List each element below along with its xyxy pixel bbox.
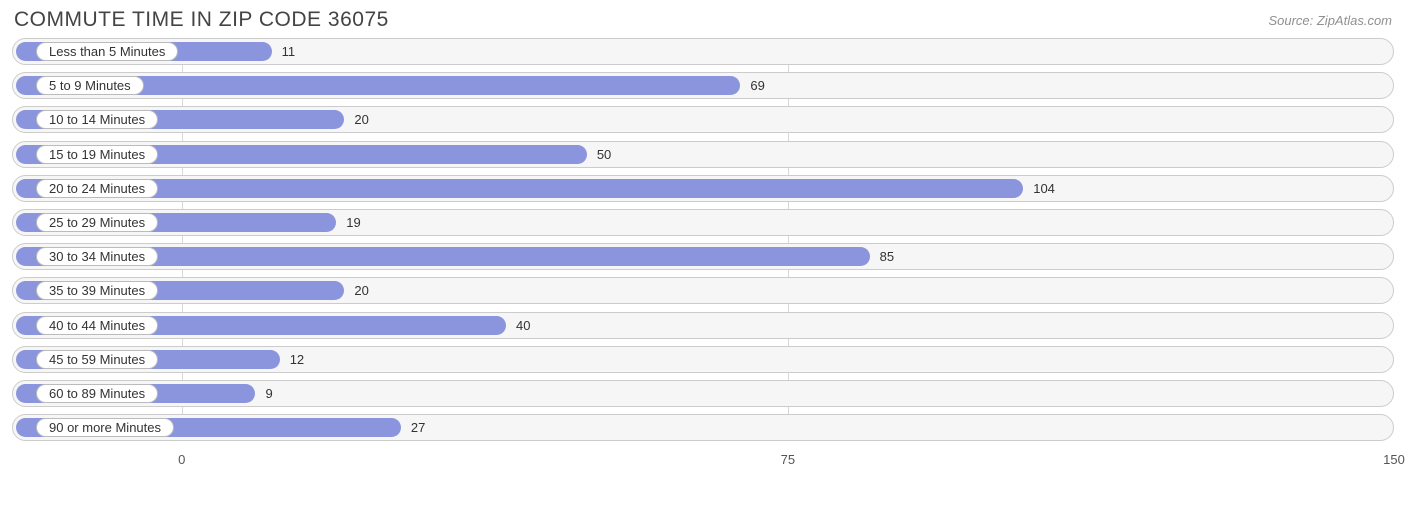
chart-source: Source: ZipAtlas.com (1268, 13, 1392, 28)
category-pill: 5 to 9 Minutes (36, 76, 144, 95)
category-pill: 10 to 14 Minutes (36, 110, 158, 129)
x-axis: 075150 (12, 448, 1394, 472)
x-tick: 75 (781, 452, 795, 467)
bar-row: 90 or more Minutes 27 (12, 414, 1394, 441)
bar-row: 30 to 34 Minutes 85 (12, 243, 1394, 270)
bar-row: 10 to 14 Minutes 20 (12, 106, 1394, 133)
category-pill: 35 to 39 Minutes (36, 281, 158, 300)
x-tick: 150 (1383, 452, 1405, 467)
value-label: 85 (880, 244, 894, 269)
category-pill: 20 to 24 Minutes (36, 179, 158, 198)
category-pill: 60 to 89 Minutes (36, 384, 158, 403)
category-pill: 25 to 29 Minutes (36, 213, 158, 232)
bar-row: 40 to 44 Minutes 40 (12, 312, 1394, 339)
bar-row: 20 to 24 Minutes 104 (12, 175, 1394, 202)
category-pill: 15 to 19 Minutes (36, 145, 158, 164)
value-label: 20 (354, 107, 368, 132)
category-pill: 30 to 34 Minutes (36, 247, 158, 266)
category-pill: 40 to 44 Minutes (36, 316, 158, 335)
bar-row: 35 to 39 Minutes 20 (12, 277, 1394, 304)
bar (16, 179, 1023, 198)
value-label: 11 (282, 39, 296, 64)
value-label: 104 (1033, 176, 1055, 201)
bar-row: Less than 5 Minutes 11 (12, 38, 1394, 65)
bar-row: 25 to 29 Minutes 19 (12, 209, 1394, 236)
value-label: 27 (411, 415, 425, 440)
value-label: 12 (290, 347, 304, 372)
chart-container: COMMUTE TIME IN ZIP CODE 36075 Source: Z… (0, 0, 1406, 523)
value-label: 20 (354, 278, 368, 303)
category-pill: 90 or more Minutes (36, 418, 174, 437)
bar-row: 60 to 89 Minutes 9 (12, 380, 1394, 407)
value-label: 50 (597, 142, 611, 167)
value-label: 69 (750, 73, 764, 98)
chart-title: COMMUTE TIME IN ZIP CODE 36075 (14, 8, 389, 32)
bar-row: 15 to 19 Minutes 50 (12, 141, 1394, 168)
chart-area: Less than 5 Minutes 11 5 to 9 Minutes 69 10 … (12, 38, 1394, 441)
value-label: 40 (516, 313, 530, 338)
x-tick: 0 (178, 452, 185, 467)
category-pill: 45 to 59 Minutes (36, 350, 158, 369)
bar-row: 5 to 9 Minutes 69 (12, 72, 1394, 99)
category-pill: Less than 5 Minutes (36, 42, 178, 61)
value-label: 9 (265, 381, 272, 406)
value-label: 19 (346, 210, 360, 235)
chart-header: COMMUTE TIME IN ZIP CODE 36075 Source: Z… (0, 0, 1406, 38)
bar-row: 45 to 59 Minutes 12 (12, 346, 1394, 373)
